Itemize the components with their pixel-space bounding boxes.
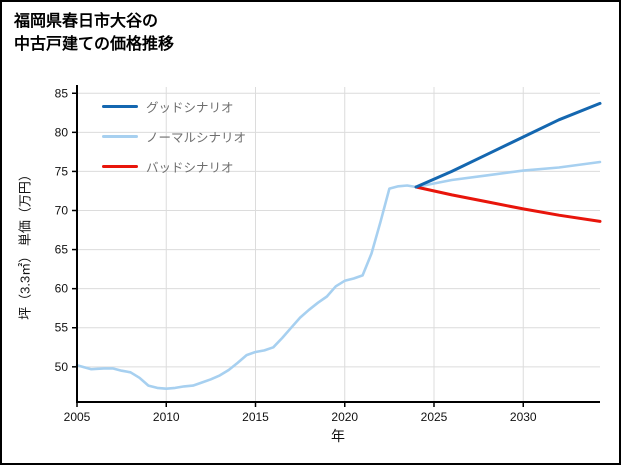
y-axis-label: 坪（3.3㎡） 単価（万円） xyxy=(17,168,33,320)
legend-label-normal-scenario: ノーマルシナリオ xyxy=(146,130,247,145)
chart-title-line1: 福岡県春日市大谷の xyxy=(14,13,159,30)
x-tick-label: 2010 xyxy=(153,410,180,424)
y-tick-label: 60 xyxy=(55,282,69,296)
x-axis-label: 年 xyxy=(331,428,345,444)
y-tick-label: 80 xyxy=(55,125,69,139)
y-tick-label: 50 xyxy=(55,360,69,374)
y-tick-label: 65 xyxy=(55,243,69,257)
legend-label-good-scenario: グッドシナリオ xyxy=(146,100,234,115)
y-tick-label: 75 xyxy=(55,164,69,178)
legend-swatch-normal-scenario xyxy=(102,134,138,138)
series-line-good-scenario xyxy=(414,101,602,189)
legend-swatch-good-scenario xyxy=(102,104,138,108)
legend-item-good-scenario: グッドシナリオ xyxy=(102,96,246,116)
chart-title-line2: 中古戸建ての価格推移 xyxy=(14,36,175,54)
chart-title: 福岡県春日市大谷の 中古戸建ての価格推移 xyxy=(14,10,174,56)
legend-swatch-bad-scenario xyxy=(102,164,138,168)
series-line-normal-scenario xyxy=(75,160,602,391)
series-line-bad-scenario xyxy=(414,185,602,223)
x-tick-label: 2025 xyxy=(421,410,448,424)
legend-label-bad-scenario: バッドシナリオ xyxy=(146,160,234,175)
y-tick-label: 70 xyxy=(55,203,69,217)
legend-item-bad-scenario: バッドシナリオ xyxy=(102,156,246,176)
y-tick-label: 55 xyxy=(55,321,69,335)
x-tick-label: 2015 xyxy=(242,410,269,424)
y-tick-label: 85 xyxy=(55,86,69,100)
x-tick-label: 2030 xyxy=(510,410,537,424)
legend: グッドシナリオ ノーマルシナリオ バッドシナリオ xyxy=(102,96,246,186)
x-tick-label: 2005 xyxy=(64,410,91,424)
legend-item-normal-scenario: ノーマルシナリオ xyxy=(102,126,246,146)
x-tick-label: 2020 xyxy=(331,410,358,424)
